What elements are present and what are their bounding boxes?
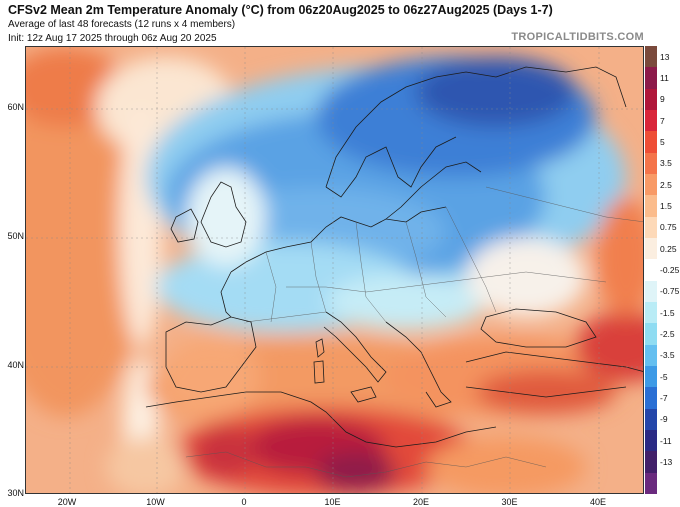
lon-label: 20E: [412, 497, 430, 507]
colorbar-label: -0.25: [660, 265, 680, 275]
lat-label: 30N: [7, 488, 24, 498]
colorbar-segment: [645, 323, 657, 346]
colorbar-segment: [645, 67, 657, 90]
colorbar-segment: [645, 110, 657, 132]
colorbar-segment: [645, 472, 657, 495]
lat-label: 50N: [7, 231, 24, 241]
colorbar-label: -5: [660, 371, 668, 382]
colorbar-segment: [645, 174, 657, 196]
lon-label: 0: [241, 497, 247, 507]
colorbar-label: 1.5: [660, 201, 672, 211]
anomaly-map-svg: [26, 47, 643, 493]
colorbar-segment: [645, 302, 657, 324]
lat-label: 60N: [7, 102, 24, 112]
colorbar-segment: [645, 46, 657, 68]
colorbar-label: -13: [660, 457, 673, 467]
colorbar-label: 0.75: [660, 222, 677, 233]
colorbar-segment: [645, 366, 657, 388]
colorbar-segment: [645, 195, 657, 218]
chart-header: CFSv2 Mean 2m Temperature Anomaly (°C) f…: [4, 0, 680, 46]
colorbar-label: -7: [660, 393, 668, 403]
chart-title: CFSv2 Mean 2m Temperature Anomaly (°C) f…: [8, 3, 553, 17]
colorbar-label: -3.5: [660, 350, 675, 361]
colorbar-segment: [645, 238, 657, 260]
colorbar-label: 3.5: [660, 158, 672, 169]
colorbar-label: 13: [660, 51, 670, 62]
colorbar-segment: [645, 88, 657, 111]
colorbar-segment: [645, 152, 657, 175]
lon-label: 40E: [589, 497, 607, 507]
colorbar-segment: [645, 451, 657, 474]
anomaly-map: [25, 46, 644, 494]
colorbar-label: 7: [660, 115, 665, 126]
source-credit: TROPICALTIDBITS.COM: [511, 31, 644, 43]
lat-label: 40N: [7, 360, 24, 370]
colorbar-segment: [645, 280, 657, 303]
colorbar-label: 11: [660, 73, 669, 83]
colorbar-label: -9: [660, 414, 668, 425]
colorbar-segment: [645, 216, 657, 239]
chart-subtitle: Average of last 48 forecasts (12 runs x …: [8, 19, 236, 30]
colorbar-label: -11: [660, 435, 672, 446]
init-info: Init: 12z Aug 17 2025 through 06z Aug 20…: [8, 33, 217, 44]
colorbar-segment: [645, 259, 657, 282]
colorbar-label: -0.75: [660, 286, 680, 297]
colorbar-segment: [645, 430, 657, 452]
borders: [185, 186, 643, 478]
colorbar: 13 11 9 7 5 3.5 2.5 1.5 0.75 0.25 -0.25 -0.75 -1.5 -2…: [645, 46, 680, 495]
colorbar-label: 2.5: [660, 179, 672, 190]
colorbar-label: 0.25: [660, 243, 677, 254]
colorbar-segment: [645, 344, 657, 367]
gridlines: [26, 47, 643, 493]
colorbar-segment: [645, 408, 657, 431]
anomaly-field: [26, 47, 643, 493]
colorbar-segment: [645, 387, 657, 410]
lon-label: 10E: [324, 497, 341, 507]
lon-label: 10W: [146, 497, 165, 507]
colorbar-label: -1.5: [660, 307, 675, 318]
colorbar-segment: [645, 131, 657, 154]
lon-label: 20W: [57, 497, 77, 507]
colorbar-label: 5: [660, 137, 665, 147]
lon-label: 30E: [501, 497, 518, 507]
colorbar-label: -2.5: [660, 329, 675, 339]
colorbar-label: 9: [660, 94, 665, 105]
